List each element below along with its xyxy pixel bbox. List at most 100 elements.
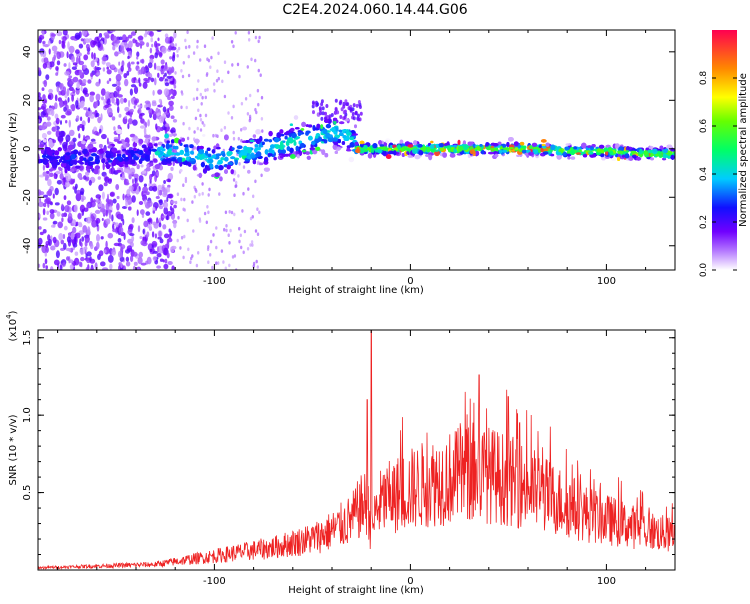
spectrogram-ridge-blob xyxy=(457,145,464,151)
spectrogram-ridge-blob xyxy=(42,133,47,139)
spectrogram-noise-blob xyxy=(230,210,234,215)
spectrogram-noise-blob xyxy=(95,100,98,108)
spectrogram-noise-blob xyxy=(62,86,67,94)
spectrogram-noise-blob xyxy=(130,61,135,65)
spectrogram-ridge-blob xyxy=(332,144,338,150)
spectrogram-noise-blob xyxy=(145,80,150,83)
spectrogram-noise-blob xyxy=(120,244,126,250)
spectrogram-noise-blob xyxy=(166,214,169,221)
spectrogram-ridge-blob xyxy=(123,169,130,173)
spectrogram-noise-blob xyxy=(180,197,183,202)
spectrogram-noise-blob xyxy=(66,51,69,59)
spectrogram-noise-blob xyxy=(111,214,114,222)
spectrogram-ridge-blob xyxy=(202,134,206,137)
spectrogram-ridge-blob xyxy=(226,151,232,157)
spectrogram-noise-blob xyxy=(181,74,185,79)
spectrogram-ridge-blob xyxy=(42,139,47,143)
spectrogram-noise-blob xyxy=(140,67,143,75)
spectrogram-noise-blob xyxy=(117,133,121,141)
spectrogram-noise-blob xyxy=(41,30,45,37)
spectrogram-ridge-blob xyxy=(648,145,654,150)
spectrogram-noise-blob xyxy=(74,232,81,239)
spectrogram-ridge-blob xyxy=(430,140,434,144)
spectrogram-noise-blob xyxy=(92,199,96,203)
spectrogram-noise-blob xyxy=(60,239,65,245)
spectrogram-ridge-blob xyxy=(367,153,373,159)
spectrogram-noise-blob xyxy=(69,264,74,270)
spectrogram-noise-blob xyxy=(116,195,120,200)
spectrogram-noise-blob xyxy=(131,77,136,84)
spectrogram-ridge-blob xyxy=(417,144,423,148)
spectrogram-ridge-blob xyxy=(322,128,328,135)
spectrogram-ridge-blob xyxy=(339,115,343,119)
spectrogram-noise-blob xyxy=(139,235,143,240)
spectrogram-ridge-blob xyxy=(252,134,256,138)
spectrogram-noise-blob xyxy=(156,246,160,253)
spectrogram-noise-blob xyxy=(173,84,177,89)
spectrogram-ridge-blob xyxy=(628,155,634,161)
spectrogram-noise-blob xyxy=(236,62,240,67)
spectrogram-noise-blob xyxy=(58,233,64,241)
spectrogram-noise-blob xyxy=(65,120,68,124)
spectrogram-ridge-blob xyxy=(434,149,439,152)
spectrogram-noise-blob xyxy=(146,200,153,208)
spectrogram-noise-blob xyxy=(48,88,53,94)
spectrogram-noise-blob xyxy=(235,180,238,185)
spectrogram-noise-blob xyxy=(164,123,170,128)
spectrogram-ridge-blob xyxy=(351,112,355,116)
spectrogram-noise-blob xyxy=(105,218,111,225)
spectrogram-ridge-blob xyxy=(150,162,154,167)
spectrogram-ridge-blob xyxy=(357,113,360,118)
spectrogram-noise-blob xyxy=(102,162,105,171)
spectrogram-noise-blob xyxy=(190,256,193,261)
spectrogram-noise-blob xyxy=(95,93,101,102)
spectrogram-noise-blob xyxy=(52,236,57,244)
spectrogram-noise-blob xyxy=(115,97,118,105)
spectrogram-noise-blob xyxy=(120,45,125,54)
spectrogram-noise-blob xyxy=(161,46,167,54)
spectrogram-noise-blob xyxy=(71,66,77,70)
spectrogram-ridge-blob xyxy=(289,123,293,126)
spectrogram-noise-blob xyxy=(212,133,215,138)
spectrogram-noise-blob xyxy=(100,113,103,121)
spectrogram-noise-blob xyxy=(173,31,177,39)
spectrogram-noise-blob xyxy=(203,44,207,48)
spectrogram-ridge-blob xyxy=(538,145,542,148)
spectrogram-noise-blob xyxy=(78,43,84,49)
spectrogram-noise-blob xyxy=(168,45,173,51)
spectrogram-noise-blob xyxy=(149,174,153,181)
spectrogram-ridge-blob xyxy=(327,118,332,124)
spectrogram-noise-blob xyxy=(238,239,241,244)
spectrogram-noise-blob xyxy=(68,86,74,91)
spectrogram-noise-blob xyxy=(164,72,167,77)
spectrogram-frame xyxy=(37,29,676,271)
spectrogram-noise-blob xyxy=(127,118,133,125)
spectrogram-noise-blob xyxy=(123,265,126,270)
spectrogram-ridge-blob xyxy=(189,144,194,149)
spectrogram-noise-blob xyxy=(140,262,147,266)
colorbar-ticks: 0.0 0.2 0.4 0.6 0.8 xyxy=(699,71,737,277)
spectrogram-noise-blob xyxy=(216,134,219,138)
spectrogram-noise-blob xyxy=(43,44,50,48)
spectrogram-noise-blob xyxy=(80,256,85,262)
spectrogram-ridge-blob xyxy=(393,150,397,156)
spectrogram-noise-blob xyxy=(207,260,210,265)
spectrogram-ridge-blob xyxy=(320,99,324,104)
spectrogram-noise-blob xyxy=(62,234,66,239)
spectrogram-noise-blob xyxy=(188,126,191,131)
spectrogram-noise-blob xyxy=(78,60,85,66)
spectrogram-noise-blob xyxy=(201,182,204,186)
spectrogram-ridge-blob xyxy=(224,156,229,162)
spectrogram-noise-blob xyxy=(187,247,190,252)
spectrogram-noise-blob xyxy=(89,94,94,103)
spectrogram-noise-blob xyxy=(63,195,67,201)
spectrogram-noise-blob xyxy=(260,95,264,100)
spectrogram-y-tick-label: 0 xyxy=(22,146,33,152)
spectrogram-ridge-blob xyxy=(343,137,349,141)
spectrogram-noise-blob xyxy=(98,128,102,134)
spectrogram-noise-blob xyxy=(77,125,80,132)
spectrogram-ridge-blob xyxy=(467,141,473,147)
spectrogram-ridge-blob xyxy=(209,163,214,169)
spectrogram-ridge-blob xyxy=(650,157,654,161)
spectrogram-ridge-blob xyxy=(105,150,110,155)
